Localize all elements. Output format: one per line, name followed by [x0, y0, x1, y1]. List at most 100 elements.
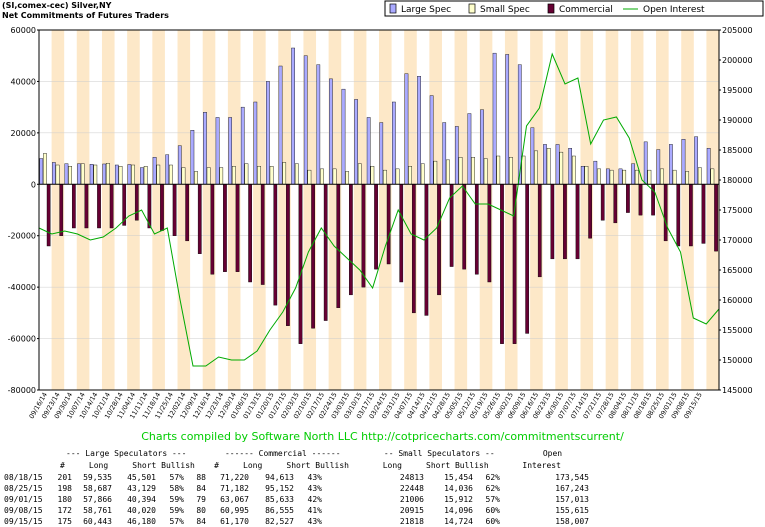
table-cell: 59,535	[83, 473, 112, 482]
commercial-bar	[134, 184, 139, 221]
commercial-bar	[474, 184, 479, 275]
large-spec-bar	[316, 64, 321, 185]
commercial-bar	[437, 184, 441, 296]
small-spec-bar	[282, 162, 287, 185]
legend-label-large-spec: Large Spec	[401, 5, 451, 15]
small-spec-bar	[307, 169, 312, 185]
commercial-bar	[311, 184, 315, 329]
small-spec-bar	[357, 163, 362, 185]
large-spec-bar	[454, 126, 459, 185]
large-spec-bar	[354, 99, 358, 185]
left-axis-ticks: -80000 -60000 -40000 -20000 0 20000 40000 60000	[8, 26, 39, 395]
small-spec-bar	[710, 168, 715, 185]
large-spec-bar	[341, 88, 346, 185]
table-cell: 45,501	[127, 473, 156, 482]
table-cell: 84	[196, 484, 206, 493]
legend-swatch-large-spec	[389, 3, 397, 14]
small-spec-bar	[433, 160, 438, 185]
large-spec-bar	[215, 117, 220, 185]
table-cell: 94,613	[265, 473, 294, 482]
table-cell: 20915	[399, 506, 424, 515]
table-cell: 40,394	[127, 495, 156, 504]
table-cell: 57%	[169, 517, 184, 526]
date-band	[706, 30, 719, 390]
open-interest-line	[38, 52, 720, 367]
small-spec-bar	[106, 162, 110, 185]
small-spec-bar	[320, 168, 324, 185]
commercial-bar	[638, 184, 643, 216]
commercial-bar	[197, 184, 202, 254]
commercial-bar	[537, 184, 542, 278]
table-cell: 15,912	[444, 495, 473, 504]
table-cell: 42%	[307, 495, 322, 504]
large-spec-bar	[505, 54, 510, 185]
large-spec-bar	[442, 122, 447, 185]
chart-subtitle: Net Commitments of Futures Traders	[2, 11, 169, 20]
commercial-bar	[525, 184, 530, 334]
small-spec-bar	[584, 166, 589, 185]
small-spec-bar	[345, 171, 350, 185]
date-band	[152, 30, 165, 390]
commercial-bar	[613, 184, 618, 224]
large-spec-bar	[190, 130, 195, 185]
small-spec-bar	[420, 163, 425, 185]
commercial-bar	[626, 184, 630, 213]
small-spec-bar	[156, 164, 161, 185]
table-cell: 09/15/15	[4, 517, 43, 526]
commercial-bar	[59, 184, 64, 236]
large-spec-bar	[555, 144, 560, 185]
small-spec-bar	[43, 153, 47, 185]
small-spec-bar	[672, 169, 677, 185]
small-spec-bar	[697, 167, 702, 185]
commercial-bar	[235, 184, 240, 272]
table-cell: 60%	[485, 517, 500, 526]
table-cell: 84	[196, 517, 206, 526]
large-spec-bar	[391, 101, 396, 185]
table-cell: 79	[196, 495, 206, 504]
date-band	[630, 30, 644, 390]
date-band	[76, 30, 90, 390]
small-spec-bar	[143, 166, 148, 185]
table-cell: 58,687	[83, 484, 112, 493]
commercial-bar	[600, 184, 605, 221]
date-band	[580, 30, 594, 390]
right-tick-label: 205000	[722, 26, 753, 35]
small-spec-bar	[546, 148, 551, 185]
table-cell: 82,527	[265, 517, 294, 526]
legend-label-open-interest: Open Interest	[643, 5, 705, 15]
large-spec-bar	[706, 148, 711, 185]
left-tick-label: -80000	[8, 386, 36, 395]
small-spec-bar	[483, 158, 488, 185]
table-cell: 08/25/15	[4, 484, 43, 493]
large-spec-bar	[543, 144, 547, 185]
small-spec-bar	[597, 168, 601, 185]
date-band	[656, 30, 669, 390]
large-spec-bar	[278, 65, 283, 185]
table-cell: 61,170	[220, 517, 249, 526]
table-cell: 201	[57, 473, 72, 482]
commercial-bar	[411, 184, 416, 314]
table-cell: 63,067	[220, 495, 249, 504]
commercial-bar	[46, 184, 51, 247]
table-cell: 43%	[307, 473, 322, 482]
large-spec-bar	[51, 162, 56, 185]
right-tick-label: 175000	[722, 206, 753, 215]
x-axis-ticks: 09/16/1409/23/1409/30/1410/07/1410/14/14…	[28, 391, 704, 420]
table-cell: 22448	[399, 484, 424, 493]
left-tick-label: 0	[31, 180, 36, 189]
table-cell: 71,182	[220, 484, 249, 493]
small-spec-bar	[68, 166, 72, 185]
table-cell: 62%	[485, 484, 500, 493]
table-cell: 08/18/15	[4, 473, 43, 482]
legend-swatch-commercial	[547, 3, 555, 14]
table-cell: 157,013	[555, 495, 589, 504]
table-cell: 58,761	[83, 506, 112, 515]
table-cell: 155,615	[555, 506, 589, 515]
date-band	[454, 30, 468, 390]
legend-label-commercial: Commercial	[559, 5, 613, 15]
commercial-bar	[500, 184, 504, 344]
date-band	[605, 30, 619, 390]
large-spec-bar	[39, 158, 44, 185]
right-tick-label: 180000	[722, 176, 753, 185]
table-cell: 158,007	[555, 517, 589, 526]
